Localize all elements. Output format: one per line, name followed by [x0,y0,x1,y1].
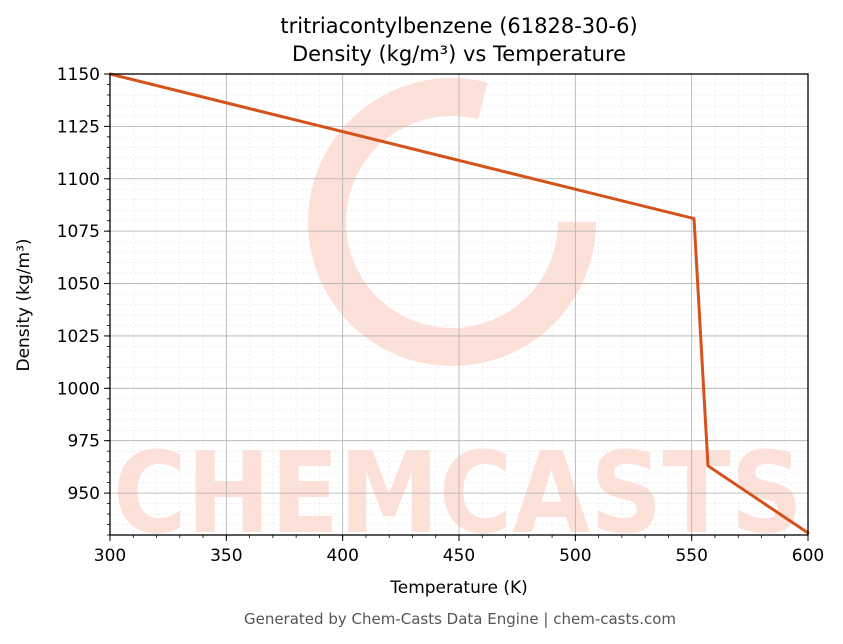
axis-ticks: 300 350 400 450 500 550 600 950 975 1000 1025 1050 1… [57,65,824,566]
y-axis-label: Density (kg/m³) [14,238,34,371]
x-tick-label: 300 [94,546,126,566]
x-tick-label: 350 [210,546,242,566]
x-tick-label: 600 [792,546,824,566]
x-tick-label: 450 [443,546,475,566]
x-tick-label: 500 [559,546,591,566]
watermark: CHEMCASTS [113,78,803,559]
watermark-logo-swirl [308,78,596,366]
x-tick-label: 400 [326,546,358,566]
watermark-text: CHEMCASTS [113,429,803,559]
y-tick-label: 1025 [57,327,100,347]
density-series-line [108,72,810,535]
y-tick-label: 1075 [57,222,100,242]
chart-subtitle: Density (kg/m³) vs Temperature [292,42,626,66]
y-tick-label: 975 [68,432,100,452]
chart-title: tritriacontylbenzene (61828-30-6) [280,14,637,38]
y-tick-label: 1050 [57,275,100,295]
footer-credit: Generated by Chem-Casts Data Engine | ch… [244,610,676,628]
y-tick-label: 1125 [57,117,100,137]
y-tick-label: 1000 [57,379,100,399]
plot-area [108,72,810,535]
y-tick-label: 950 [68,484,100,504]
y-tick-label: 1100 [57,170,100,190]
x-axis-label: Temperature (K) [389,578,528,598]
x-tick-label: 550 [675,546,707,566]
grid [109,73,809,536]
y-tick-label: 1150 [57,65,100,85]
